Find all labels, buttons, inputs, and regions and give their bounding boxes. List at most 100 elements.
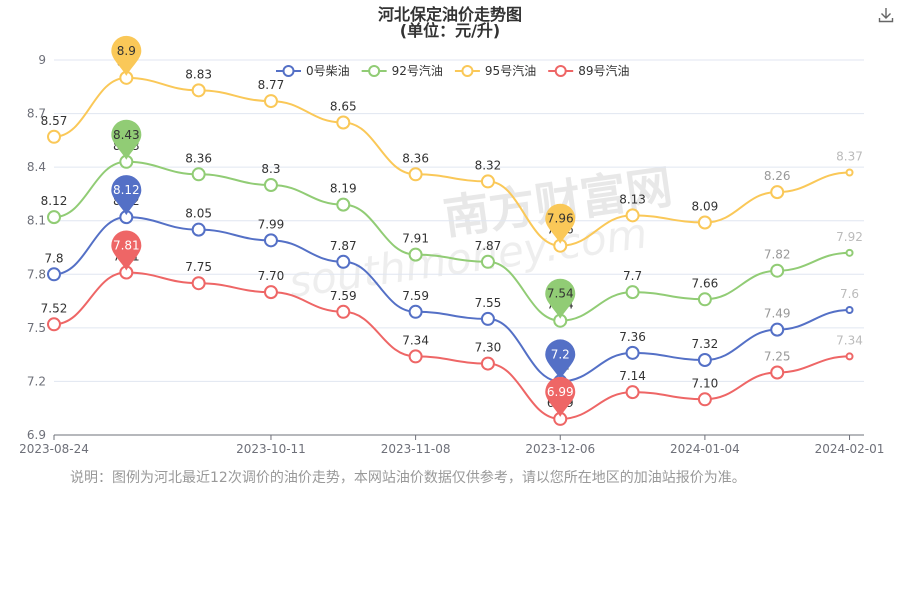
- marker-pin: [545, 278, 576, 319]
- data-point: [263, 285, 278, 300]
- data-point: [191, 276, 206, 291]
- data-label: 7.66: [692, 276, 719, 290]
- data-point: [480, 174, 495, 189]
- data-label: 7.7: [623, 269, 642, 283]
- marker-pin: [545, 376, 576, 417]
- data-label: 7.8: [44, 251, 63, 265]
- data-point: [697, 392, 712, 407]
- x-tick-label: 2023-11-08: [381, 442, 451, 456]
- data-label: 7.32: [692, 337, 719, 351]
- data-label: 8.09: [692, 200, 719, 214]
- marker-label: 7.2: [551, 347, 570, 361]
- marker-label: 8.12: [113, 183, 140, 197]
- data-point: [408, 304, 423, 319]
- data-point: [263, 233, 278, 248]
- y-tick-label: 8.7: [27, 107, 46, 121]
- data-point: [625, 385, 640, 400]
- data-point: [770, 263, 785, 278]
- data-label: 8.77: [258, 78, 285, 92]
- series-line: [53, 160, 850, 322]
- data-point: [480, 356, 495, 371]
- y-tick-label: 6.9: [27, 428, 46, 442]
- data-point: [47, 210, 61, 225]
- download-icon[interactable]: [877, 6, 895, 24]
- data-point: [625, 208, 640, 223]
- data-point: [845, 248, 854, 257]
- legend-label[interactable]: 92号汽油: [392, 63, 443, 78]
- data-label: 7.99: [258, 217, 285, 231]
- data-label: 8.36: [402, 151, 429, 165]
- y-tick-label: 8.1: [27, 214, 46, 228]
- data-label: 8.37: [836, 150, 863, 164]
- legend-label[interactable]: 95号汽油: [485, 63, 536, 78]
- data-point: [845, 306, 854, 314]
- data-point: [408, 349, 423, 364]
- x-tick-label: 2023-10-11: [236, 442, 306, 456]
- legend-marker: [554, 65, 567, 77]
- data-label: 7.59: [330, 289, 357, 303]
- data-label: 8.12: [41, 194, 68, 208]
- data-point: [770, 322, 785, 337]
- marker-pin: [111, 230, 142, 271]
- marker-pin: [545, 339, 576, 380]
- data-point: [336, 254, 351, 269]
- data-label: 7.82: [764, 248, 791, 262]
- data-label: 8.83: [185, 67, 212, 81]
- data-label: 8.57: [41, 114, 68, 128]
- legend-label[interactable]: 89号汽油: [578, 63, 629, 78]
- marker-pin: [111, 35, 142, 76]
- data-label: 7.25: [764, 350, 791, 364]
- data-point: [697, 292, 712, 307]
- legend-marker: [282, 65, 295, 77]
- y-tick-label: 7.2: [27, 374, 46, 388]
- data-label: 7.49: [764, 307, 791, 321]
- data-point: [191, 222, 206, 237]
- series-line: [53, 271, 850, 420]
- data-point: [697, 215, 712, 230]
- marker-label: 8.9: [117, 44, 136, 58]
- data-label: 7.87: [475, 239, 502, 253]
- data-label: 8.05: [185, 207, 212, 221]
- marker-label: 7.81: [113, 239, 140, 253]
- data-label: 7.36: [619, 330, 646, 344]
- y-tick-label: 9: [38, 53, 46, 67]
- data-label: 7.70: [258, 269, 285, 283]
- data-point: [480, 311, 495, 326]
- marker-label: 7.54: [547, 287, 574, 301]
- data-point: [770, 365, 785, 380]
- data-point: [263, 94, 278, 109]
- data-label: 7.55: [475, 296, 502, 310]
- data-label: 8.26: [764, 169, 791, 183]
- data-point: [770, 185, 785, 200]
- y-tick-label: 7.8: [27, 267, 46, 281]
- data-point: [47, 267, 61, 282]
- data-label: 7.30: [475, 341, 502, 355]
- x-tick-label: 2023-08-24: [19, 442, 89, 456]
- data-label: 7.59: [402, 289, 429, 303]
- legend-marker: [368, 65, 381, 77]
- data-point: [480, 254, 495, 269]
- chart-title: 河北保定油价走势图: [377, 5, 522, 24]
- data-label: 7.6: [840, 287, 859, 301]
- data-label: 7.34: [836, 333, 863, 347]
- data-point: [336, 304, 351, 319]
- legend-label[interactable]: 0号柴油: [306, 64, 350, 78]
- legend-marker: [461, 65, 474, 77]
- data-point: [408, 247, 423, 262]
- marker-label: 8.43: [113, 128, 140, 142]
- marker-label: 7.96: [547, 212, 574, 226]
- x-tick-label: 2024-01-04: [670, 442, 740, 456]
- y-tick-label: 8.4: [27, 160, 46, 174]
- data-point: [191, 83, 206, 98]
- data-label: 8.36: [185, 151, 212, 165]
- data-point: [625, 285, 640, 300]
- chart-subtitle: (单位：元/升): [399, 21, 501, 40]
- x-tick-label: 2023-12-06: [525, 442, 595, 456]
- marker-pin: [111, 175, 142, 216]
- data-point: [697, 353, 712, 367]
- data-label: 8.13: [619, 192, 646, 206]
- data-point: [625, 345, 640, 360]
- data-label: 7.91: [402, 232, 429, 246]
- marker-label: 6.99: [547, 385, 574, 399]
